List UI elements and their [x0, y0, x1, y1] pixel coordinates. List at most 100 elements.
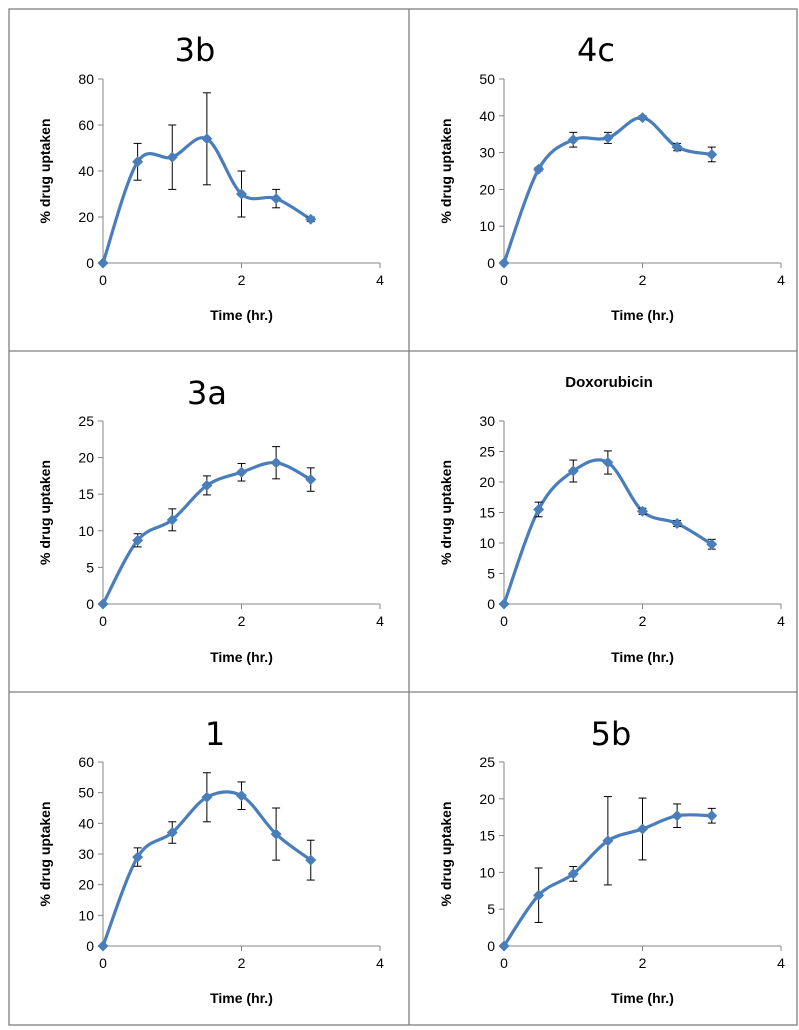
y-axis-label: % drug uptaken	[438, 460, 454, 565]
x-tick-label: 0	[99, 613, 107, 629]
data-point	[270, 193, 282, 205]
data-point	[270, 828, 282, 840]
y-tick-label: 20	[78, 450, 94, 466]
data-point	[166, 514, 178, 526]
data-point	[97, 598, 109, 610]
x-tick-label: 2	[238, 613, 246, 629]
y-tick-label: 0	[487, 938, 495, 954]
y-tick-label: 40	[78, 163, 94, 179]
data-point	[498, 257, 510, 269]
y-tick-label: 60	[78, 754, 94, 770]
x-tick-label: 0	[99, 955, 107, 971]
y-tick-label: 25	[479, 754, 495, 770]
x-tick-label: 0	[500, 955, 508, 971]
data-point	[305, 213, 317, 225]
y-tick-label: 50	[479, 71, 495, 87]
x-tick-label: 4	[777, 955, 785, 971]
x-tick-label: 0	[500, 272, 508, 288]
data-point	[706, 538, 718, 550]
y-tick-label: 30	[479, 413, 495, 429]
figure-frame	[8, 8, 798, 1026]
y-tick-label: 5	[487, 566, 495, 582]
chart-title: 3b	[175, 31, 216, 69]
y-axis-label: % drug uptaken	[438, 118, 454, 223]
data-point	[201, 791, 213, 803]
x-tick-label: 4	[376, 613, 384, 629]
data-point	[201, 133, 213, 145]
data-point	[236, 188, 247, 200]
data-point	[305, 854, 317, 866]
y-tick-label: 60	[78, 117, 94, 133]
data-point	[236, 466, 247, 478]
x-tick-label: 4	[777, 613, 785, 629]
x-tick-label: 4	[376, 955, 384, 971]
series-line	[502, 458, 714, 606]
y-tick-label: 5	[487, 901, 495, 917]
x-tick-label: 0	[99, 272, 107, 288]
x-axis-label: Time (hr.)	[611, 990, 674, 1006]
y-tick-label: 80	[78, 71, 94, 87]
y-tick-label: 50	[78, 785, 94, 801]
data-point	[236, 790, 247, 802]
data-point	[671, 810, 683, 822]
chart-panel-3: 3a 0 5 10 15 20 25 0 2 4 Time (hr.) % drug uptaken	[37, 374, 384, 665]
chart-panel-1: 3b 0 20 40 60 80 0 2 4 Time (hr.) % drug uptaken	[37, 31, 384, 323]
chart-title: 1	[205, 715, 225, 753]
y-tick-label: 0	[487, 596, 495, 612]
data-point	[498, 940, 510, 952]
chart-title: 4c	[577, 31, 615, 69]
data-point	[637, 112, 648, 124]
data-point	[637, 823, 648, 835]
y-tick-label: 15	[479, 505, 495, 521]
y-tick-label: 10	[78, 523, 94, 539]
x-tick-label: 2	[639, 613, 647, 629]
data-point	[166, 151, 178, 163]
data-point	[706, 148, 718, 160]
data-point	[97, 940, 109, 952]
y-tick-label: 10	[479, 864, 495, 880]
data-point	[132, 156, 144, 168]
y-axis-label: % drug uptaken	[438, 801, 454, 906]
chart-title: Doxorubicin	[565, 374, 653, 391]
data-point	[671, 141, 683, 153]
data-point	[533, 163, 545, 175]
data-point	[97, 257, 109, 269]
y-tick-label: 0	[86, 938, 94, 954]
data-point	[602, 456, 614, 468]
data-point	[166, 827, 178, 839]
data-point	[533, 503, 545, 515]
chart-panel-6: 5b 0 5 10 15 20 25 0 2 4 Time (hr.) % drug uptaken	[438, 715, 785, 1006]
x-axis-label: Time (hr.)	[611, 307, 674, 323]
data-point	[201, 479, 213, 491]
data-point	[533, 889, 545, 901]
y-tick-label: 10	[78, 907, 94, 923]
y-tick-label: 40	[479, 108, 495, 124]
y-tick-label: 25	[78, 413, 94, 429]
x-tick-label: 2	[238, 955, 246, 971]
y-tick-label: 10	[479, 218, 495, 234]
x-tick-label: 2	[238, 272, 246, 288]
data-point	[567, 465, 579, 477]
data-point	[602, 835, 614, 847]
y-tick-label: 10	[479, 535, 495, 551]
y-tick-label: 30	[78, 846, 94, 862]
data-point	[305, 474, 317, 486]
data-point	[706, 810, 718, 822]
x-tick-label: 0	[500, 613, 508, 629]
x-tick-label: 2	[639, 955, 647, 971]
y-tick-label: 25	[479, 444, 495, 460]
x-tick-label: 4	[777, 272, 785, 288]
chart-title: 5b	[591, 715, 632, 753]
y-tick-label: 0	[487, 255, 495, 271]
y-tick-label: 0	[86, 255, 94, 271]
data-point	[270, 457, 282, 469]
y-axis-label: % drug uptaken	[37, 118, 53, 223]
x-axis-label: Time (hr.)	[210, 307, 273, 323]
data-point	[602, 132, 614, 144]
data-point	[567, 134, 579, 146]
data-point	[637, 505, 648, 517]
x-tick-label: 4	[376, 272, 384, 288]
chart-title: 3a	[187, 374, 227, 412]
y-tick-label: 20	[78, 877, 94, 893]
